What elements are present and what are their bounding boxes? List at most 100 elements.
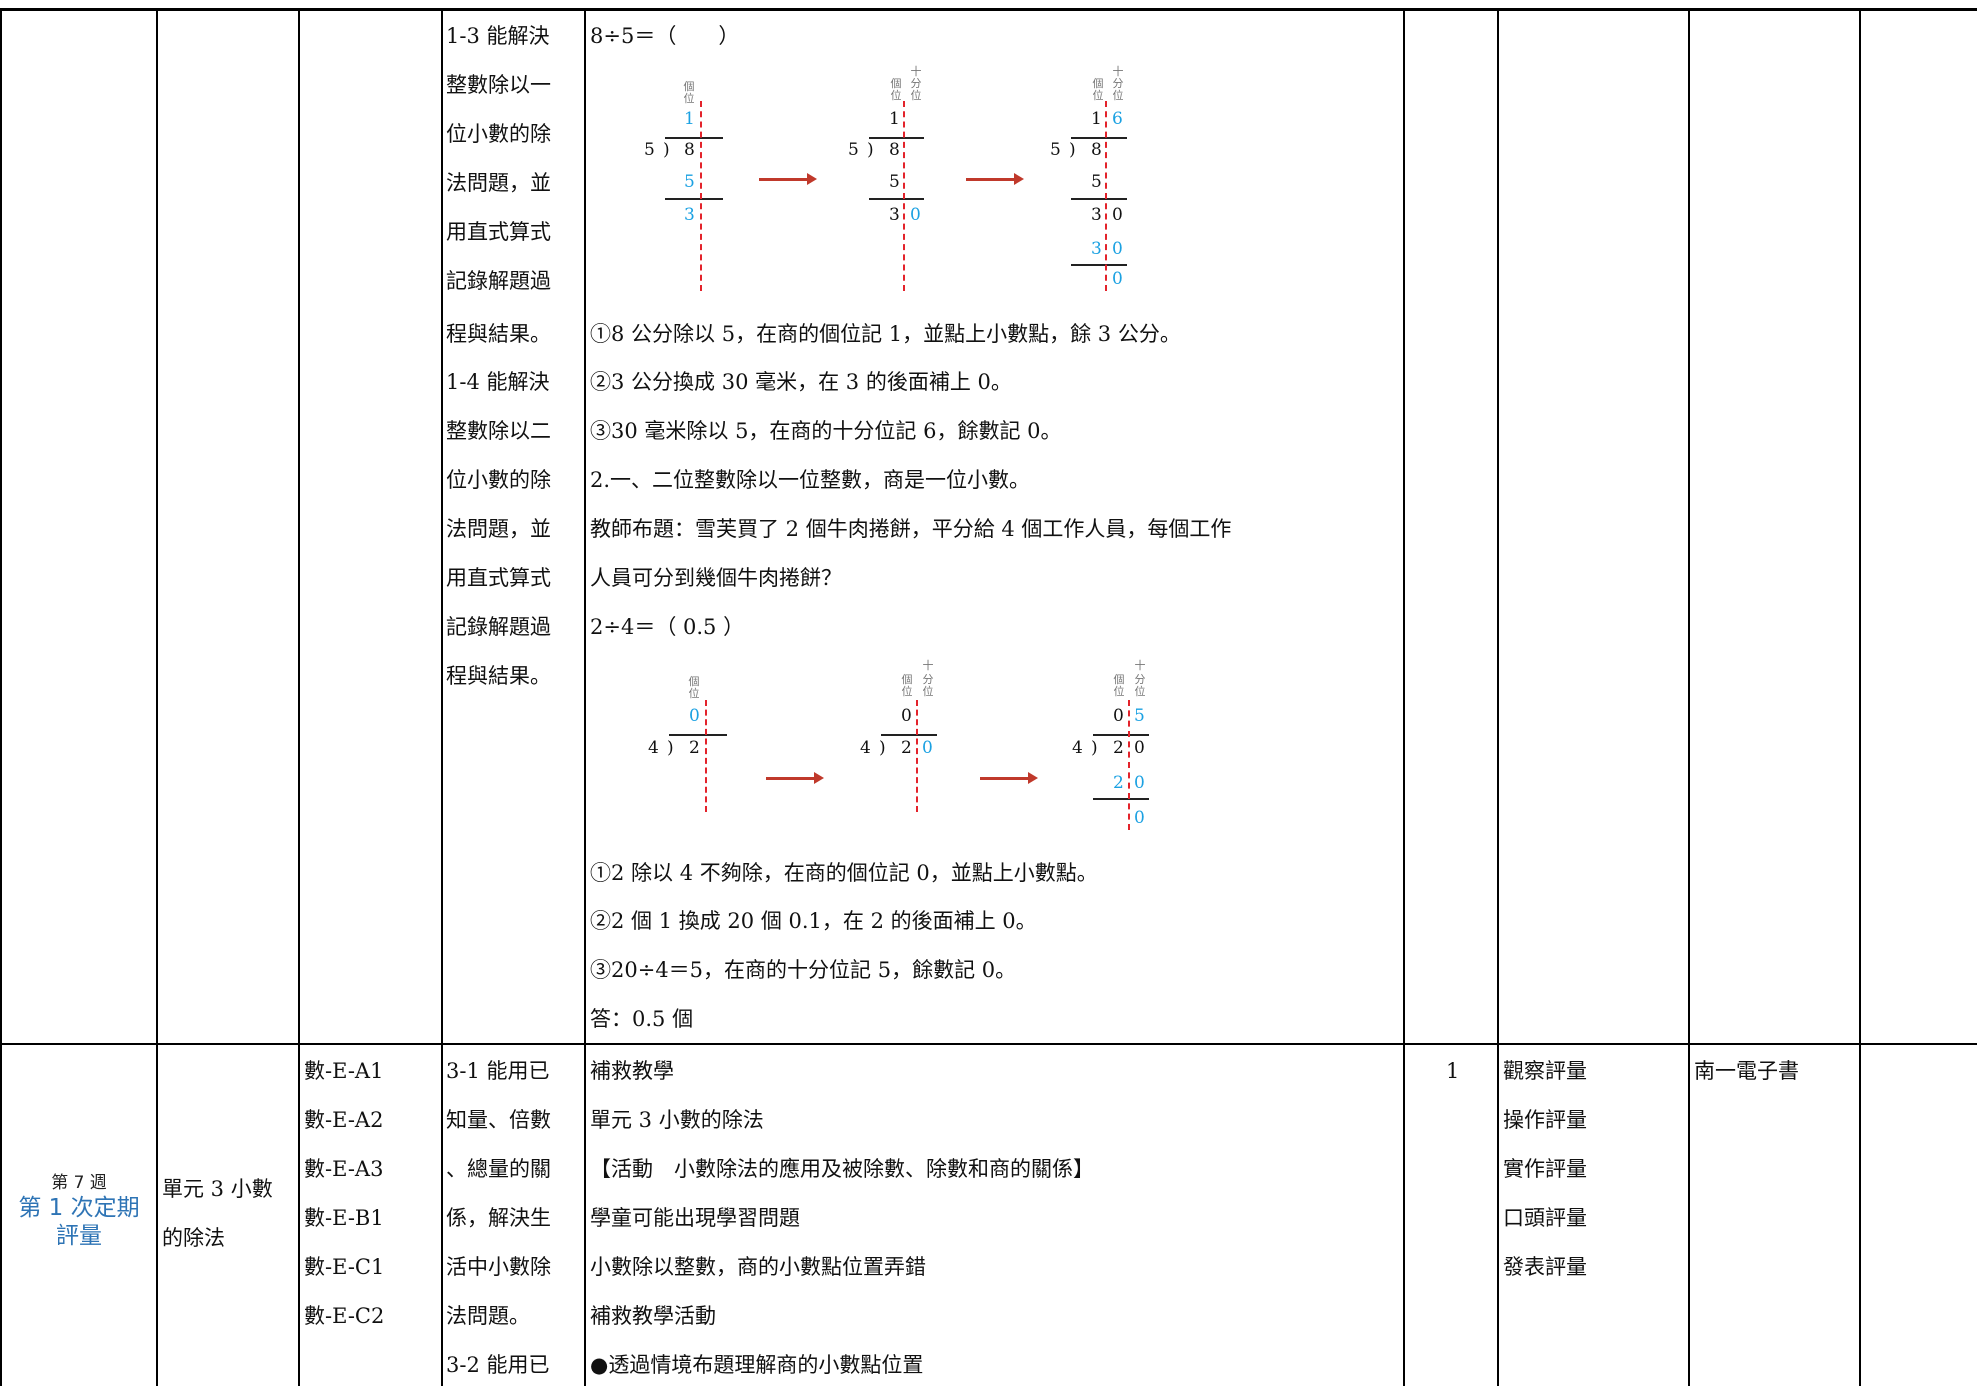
col-line xyxy=(0,8,2,1386)
dividend: 8 xyxy=(889,140,900,160)
remainder: 3 xyxy=(684,205,695,225)
step-line: ③20÷4＝5，在商的十分位記 5，餘數記 0。 xyxy=(590,958,1017,982)
subtrahend: 3 xyxy=(1091,239,1102,259)
subtraction-bar xyxy=(665,198,723,200)
division-bar xyxy=(881,734,937,736)
remainder: 3 xyxy=(1091,205,1102,225)
resource: 南一電子書 xyxy=(1694,1059,1799,1083)
col-line xyxy=(156,8,158,1386)
quotient-digit: 6 xyxy=(1112,109,1123,129)
division-bar xyxy=(1093,734,1149,736)
division-bar xyxy=(869,137,924,139)
subtrahend: 0 xyxy=(1134,773,1145,793)
bracket: ) xyxy=(1091,738,1098,758)
subtraction-bar xyxy=(1071,264,1127,266)
final-remainder: 0 xyxy=(1134,808,1145,828)
objective-line: 1-3 能解決 xyxy=(446,24,550,48)
objective-line: 法問題，並 xyxy=(446,517,551,541)
content-line: 小數除以整數，商的小數點位置弄錯 xyxy=(590,1255,926,1279)
arrow-icon xyxy=(980,772,1038,784)
week-label: 第 7 週 xyxy=(51,1173,107,1193)
assessment-item: 口頭評量 xyxy=(1503,1206,1587,1230)
bracket: ) xyxy=(1069,140,1076,160)
place-label-ones: 個位 xyxy=(688,675,700,700)
divisor: 4 xyxy=(1072,738,1083,758)
quotient-digit: 1 xyxy=(889,109,900,129)
content-line: 補救教學活動 xyxy=(590,1304,716,1328)
place-label-tenths-top: 十 xyxy=(922,659,934,672)
objective-line: 1-4 能解決 xyxy=(446,370,550,394)
remainder-zero: 0 xyxy=(1112,205,1123,225)
decimal-point-guide xyxy=(700,101,702,291)
arrow-icon xyxy=(759,173,817,185)
bracket: ) xyxy=(879,738,886,758)
code: 數-E-C2 xyxy=(304,1304,385,1328)
col-line xyxy=(1497,8,1499,1386)
objective-line: 程與結果。 xyxy=(446,322,551,346)
division-bar xyxy=(665,137,723,139)
objective-line: 程與結果。 xyxy=(446,664,551,688)
exam-label: 評量 xyxy=(56,1223,102,1249)
objective-line: 整數除以一 xyxy=(446,73,551,97)
bracket: ) xyxy=(867,140,874,160)
subtrahend: 5 xyxy=(889,172,900,192)
division-bar xyxy=(1071,137,1127,139)
divisor: 5 xyxy=(848,140,859,160)
decimal-point-guide xyxy=(903,101,905,291)
col-line xyxy=(584,8,586,1386)
place-label-ones: 個位 xyxy=(1092,77,1104,102)
unit-name: 單元 3 小數 xyxy=(162,1177,273,1201)
objective-line: 3-1 能用已 xyxy=(446,1059,550,1083)
objective-line: 用直式算式 xyxy=(446,566,551,590)
subtrahend: 0 xyxy=(1112,239,1123,259)
place-label-tenths: 分位 xyxy=(910,77,922,102)
dividend: 2 xyxy=(689,738,700,758)
remainder: 3 xyxy=(889,205,900,225)
step-line: ②3 公分換成 30 毫米，在 3 的後面補上 0。 xyxy=(590,370,1012,394)
quotient-digit: 0 xyxy=(1113,706,1124,726)
place-label-tenths-top: 十 xyxy=(1112,65,1124,78)
objective-line: 3-2 能用已 xyxy=(446,1353,550,1377)
objective-line: 法問題，並 xyxy=(446,171,551,195)
divisor: 4 xyxy=(648,738,659,758)
place-label-ones: 個位 xyxy=(890,77,902,102)
quotient-digit: 1 xyxy=(684,109,695,129)
equation-2-div-4: 2÷4＝（ 0.5 ） xyxy=(590,615,745,639)
dividend: 8 xyxy=(684,140,695,160)
objective-line: 係，解決生 xyxy=(446,1206,551,1230)
bracket: ) xyxy=(663,140,670,160)
dividend-zero: 0 xyxy=(1134,738,1145,758)
place-label-tenths-top: 十 xyxy=(1134,659,1146,672)
divisor: 4 xyxy=(860,738,871,758)
objective-line: 法問題。 xyxy=(446,1304,530,1328)
subtrahend: 5 xyxy=(684,172,695,192)
remainder-zero: 0 xyxy=(910,205,921,225)
decimal-point-guide xyxy=(916,700,918,812)
objective-line: 記錄解題過 xyxy=(446,269,551,293)
quotient-digit: 0 xyxy=(689,706,700,726)
objective-line: 位小數的除 xyxy=(446,468,551,492)
assessment-item: 實作評量 xyxy=(1503,1157,1587,1181)
place-label-ones: 個位 xyxy=(1113,673,1125,698)
objective-line: 位小數的除 xyxy=(446,122,551,146)
arrow-icon xyxy=(766,772,824,784)
final-remainder: 0 xyxy=(1112,269,1123,289)
week-cell: 第 7 週 第 1 次定期 評量 xyxy=(4,1172,154,1250)
quotient-digit: 5 xyxy=(1134,706,1145,726)
content-line: ●透過情境布題理解商的小數點位置 xyxy=(590,1353,924,1377)
section-heading: 2.一、二位整數除以一位整數，商是一位小數。 xyxy=(590,468,1031,492)
assessment-item: 操作評量 xyxy=(1503,1108,1587,1132)
subtraction-bar xyxy=(1093,798,1149,800)
col-line xyxy=(1688,8,1690,1386)
dividend: 8 xyxy=(1091,140,1102,160)
objective-line: 知量、倍數 xyxy=(446,1108,551,1132)
objective-line: 整數除以二 xyxy=(446,419,551,443)
teaching-hours: 1 xyxy=(1446,1059,1460,1083)
content-line: 單元 3 小數的除法 xyxy=(590,1108,764,1132)
equation-8-div-5: 8÷5＝（ ） xyxy=(590,24,740,48)
code: 數-E-A1 xyxy=(304,1059,384,1083)
code: 數-E-C1 xyxy=(304,1255,385,1279)
unit-name: 的除法 xyxy=(162,1226,225,1250)
code: 數-E-A2 xyxy=(304,1108,384,1132)
col-line xyxy=(298,8,300,1386)
